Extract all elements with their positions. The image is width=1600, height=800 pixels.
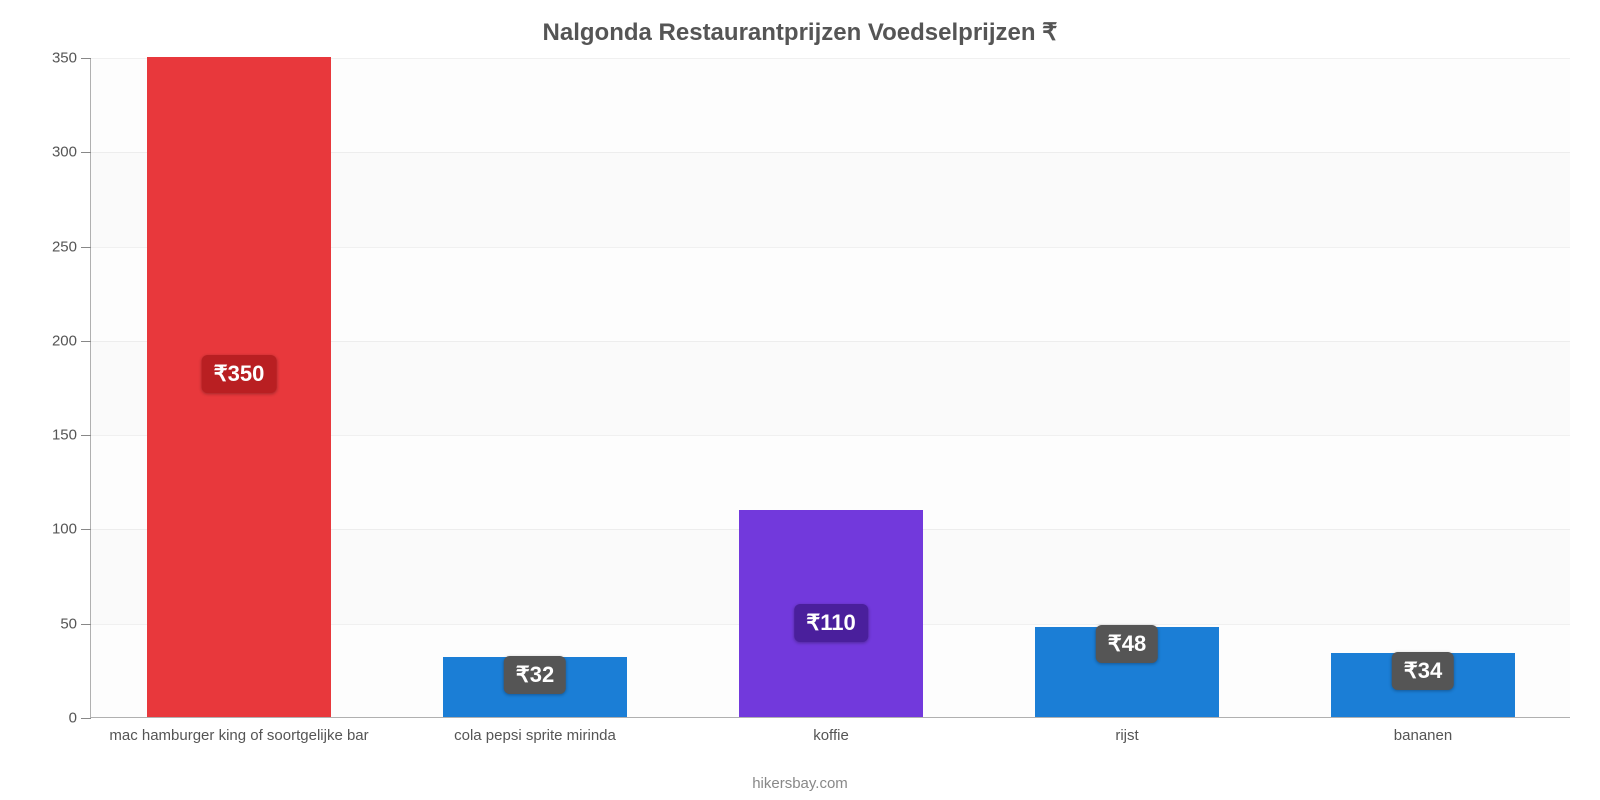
chart-title: Nalgonda Restaurantprijzen Voedselprijze…: [0, 18, 1600, 47]
plot-area: 050100150200250300350₹350mac hamburger k…: [90, 58, 1570, 718]
bar-chart: Nalgonda Restaurantprijzen Voedselprijze…: [0, 0, 1600, 800]
y-axis-label: 300: [52, 144, 91, 161]
bar-value-label: ₹48: [1096, 625, 1158, 663]
y-axis-label: 100: [52, 521, 91, 538]
x-axis-label: mac hamburger king of soortgelijke bar: [109, 717, 368, 744]
attribution-text: hikersbay.com: [0, 775, 1600, 792]
x-axis-label: bananen: [1394, 717, 1452, 744]
bar-value-label: ₹32: [504, 656, 566, 694]
y-axis-label: 250: [52, 238, 91, 255]
y-axis-label: 350: [52, 50, 91, 67]
y-axis-label: 150: [52, 427, 91, 444]
bar-value-label: ₹34: [1392, 652, 1454, 690]
x-axis-label: koffie: [813, 717, 849, 744]
y-axis-label: 200: [52, 332, 91, 349]
bar-value-label: ₹110: [794, 604, 868, 642]
y-axis-label: 50: [60, 615, 91, 632]
bar-value-label: ₹350: [202, 355, 277, 393]
x-axis-label: rijst: [1115, 717, 1138, 744]
y-axis-label: 0: [69, 710, 91, 727]
x-axis-label: cola pepsi sprite mirinda: [454, 717, 616, 744]
